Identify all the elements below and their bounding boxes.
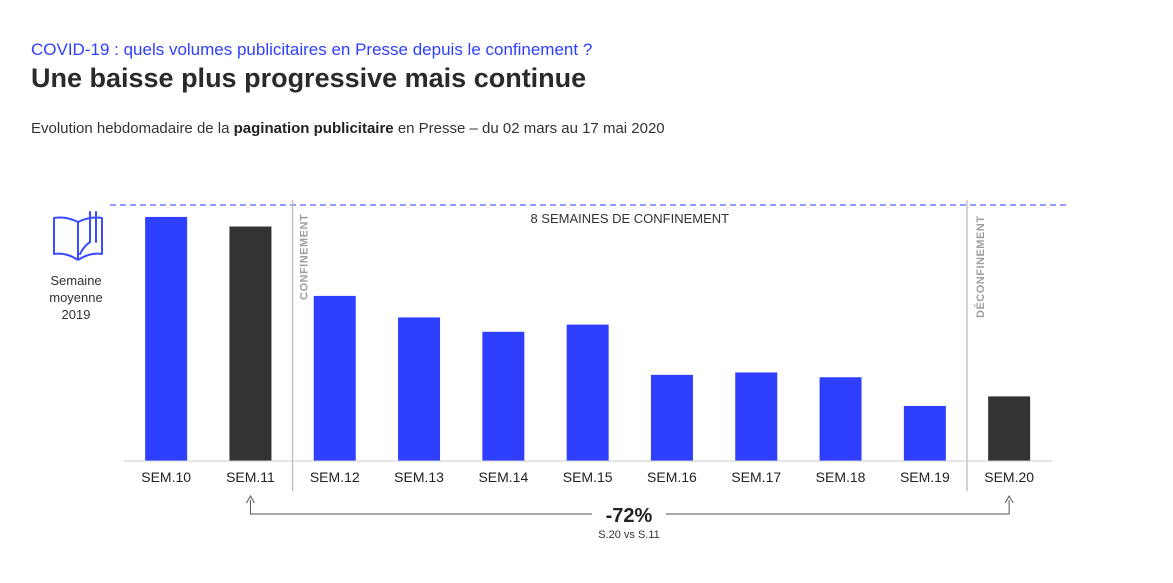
bar-sem20 bbox=[988, 396, 1031, 461]
x-tick-label: SEM.20 bbox=[984, 469, 1034, 485]
x-tick-label: SEM.19 bbox=[900, 469, 950, 485]
change-percentage: -72% bbox=[606, 505, 653, 527]
chart-kicker: COVID-19 : quels volumes publicitaires e… bbox=[31, 40, 593, 59]
confinement-label: CONFINEMENT bbox=[299, 214, 311, 300]
x-tick-label: SEM.15 bbox=[563, 469, 613, 485]
bar-sem14 bbox=[482, 331, 525, 461]
arrow-up-icon bbox=[246, 494, 255, 504]
change-note: S.20 vs S.11 bbox=[598, 529, 660, 541]
bar-sem13 bbox=[398, 317, 441, 461]
x-tick-label: SEM.12 bbox=[310, 469, 360, 485]
bars-group bbox=[145, 216, 1031, 461]
change-label-background bbox=[592, 500, 666, 526]
bar-sem16 bbox=[650, 374, 693, 461]
reference-label-line3: 2019 bbox=[61, 307, 91, 322]
x-tick-label: SEM.10 bbox=[141, 469, 191, 485]
arrow-up-icon bbox=[1004, 494, 1014, 504]
bar-sem10 bbox=[145, 216, 188, 461]
bar-sem12 bbox=[313, 295, 356, 461]
bar-sem18 bbox=[819, 377, 862, 461]
x-tick-label: SEM.13 bbox=[394, 469, 444, 485]
x-tick-labels: SEM.10 SEM.11 SEM.12 SEM.13 SEM.14 SEM.15 SEM.… bbox=[141, 469, 1034, 485]
bar-sem15 bbox=[566, 324, 609, 461]
bar-sem19 bbox=[903, 405, 946, 461]
reference-label-line2: moyenne bbox=[49, 290, 103, 305]
chart-subtitle: Evolution hebdomadaire de la pagination … bbox=[31, 120, 665, 137]
deconfinement-label: DÉCONFINEMENT bbox=[974, 216, 987, 318]
open-book-icon bbox=[53, 211, 103, 261]
x-tick-label: SEM.16 bbox=[647, 469, 697, 485]
x-tick-label: SEM.18 bbox=[816, 469, 866, 485]
subtitle-text-start: Evolution hebdomadaire de la bbox=[31, 120, 234, 137]
x-tick-label: SEM.17 bbox=[731, 469, 781, 485]
x-tick-label: SEM.11 bbox=[226, 469, 275, 485]
chart-title: Une baisse plus progressive mais continu… bbox=[31, 63, 587, 93]
confinement-period-label: 8 SEMAINES DE CONFINEMENT bbox=[530, 211, 729, 226]
reference-week-label: Semaine moyenne 2019 bbox=[36, 272, 116, 323]
reference-label-line1: Semaine bbox=[50, 273, 102, 288]
subtitle-text-end: en Presse – du 02 mars au 17 mai 2020 bbox=[393, 120, 665, 137]
bar-sem11 bbox=[229, 226, 272, 461]
x-tick-label: SEM.14 bbox=[478, 469, 528, 485]
subtitle-text-bold: pagination publicitaire bbox=[233, 120, 394, 137]
bar-sem17 bbox=[735, 372, 778, 461]
